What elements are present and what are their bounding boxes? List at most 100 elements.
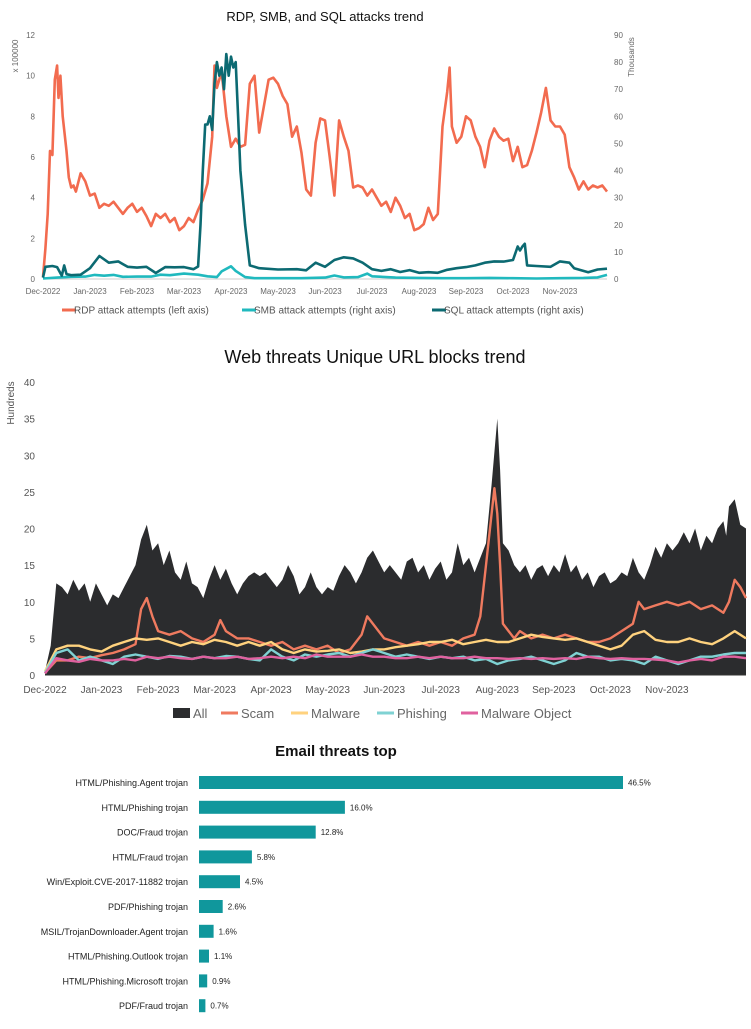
chart3-category-label: HTML/Phishing.Outlook trojan	[68, 952, 188, 962]
chart1-left-tick: 8	[31, 112, 36, 121]
chart3-category-label: MSIL/TrojanDownloader.Agent trojan	[41, 927, 188, 937]
chart2-legend-label: All	[193, 706, 208, 721]
chart1-x-tick: Jul-2023	[357, 287, 388, 296]
chart2-x-tick: May-2023	[305, 685, 350, 696]
chart3-bar	[199, 999, 206, 1013]
chart3-category-label: PDF/Fraud trojan	[119, 1001, 188, 1011]
chart3-value-label: 5.8%	[257, 853, 275, 862]
chart3-category-label: PDF/Phishing trojan	[108, 902, 188, 912]
chart1-right-tick: 20	[614, 221, 623, 230]
chart1-title: RDP, SMB, and SQL attacks trend	[226, 9, 423, 24]
chart3-value-label: 16.0%	[350, 803, 373, 812]
chart2-x-tick: Jun-2023	[363, 685, 405, 696]
chart1-x-tick: Nov-2023	[543, 287, 578, 296]
chart1-right-tick: 10	[614, 248, 623, 257]
chart2-legend-label: Scam	[241, 706, 274, 721]
chart2-y-tick: 15	[24, 561, 36, 572]
chart1-legend-label: SQL attack attempts (right axis)	[444, 306, 584, 317]
chart1-series-line-1	[42, 265, 608, 280]
chart3-bar	[199, 900, 223, 913]
chart3-value-label: 0.9%	[212, 977, 230, 986]
chart1-x-tick: Apr-2023	[215, 287, 248, 296]
chart1-left-tick: 12	[26, 31, 35, 40]
chart2-x-tick: Nov-2023	[645, 685, 689, 696]
chart3-bar	[199, 949, 209, 963]
chart1-right-tick: 50	[614, 139, 623, 148]
chart1-x-tick: Sep-2023	[449, 287, 484, 296]
chart1-left-tick: 2	[31, 234, 36, 243]
chart1-right-tick: 30	[614, 194, 623, 203]
chart3-bar	[199, 875, 240, 889]
chart1-x-tick: Oct-2023	[497, 287, 530, 296]
chart3-bar	[199, 924, 214, 938]
chart3-value-label: 12.8%	[321, 828, 344, 837]
chart2-x-tick: Sep-2023	[532, 685, 576, 696]
chart1-right-tick: 60	[614, 112, 623, 121]
chart2-y-tick: 40	[24, 378, 36, 389]
chart1-right-tick: 70	[614, 85, 623, 94]
chart2-y-tick: 25	[24, 488, 36, 499]
chart1-x-tick: Feb-2023	[120, 287, 155, 296]
chart3-bar	[199, 850, 252, 864]
chart2-y-tick: 0	[29, 671, 35, 682]
chart3-value-label: 1.6%	[219, 927, 237, 936]
chart2-series-line-2	[43, 629, 747, 672]
chart1-left-tick: 4	[31, 194, 36, 203]
chart3-value-label: 2.6%	[228, 903, 246, 912]
chart2-y-tick: 35	[24, 415, 36, 426]
chart3-value-label: 46.5%	[628, 779, 651, 788]
chart2-series-line-4	[44, 653, 747, 675]
chart2-x-tick: Aug-2023	[476, 685, 520, 696]
rdp-smb-sql-chart: RDP, SMB, and SQL attacks trend x 100000…	[11, 9, 636, 317]
chart2-x-tick: Jan-2023	[81, 685, 123, 696]
chart1-left-axis-label: x 100000	[11, 39, 20, 72]
chart2-title: Web threats Unique URL blocks trend	[224, 347, 525, 367]
chart3-bar	[199, 825, 316, 839]
chart2-x-tick: Feb-2023	[137, 685, 180, 696]
chart1-x-tick: Jan-2023	[73, 287, 107, 296]
chart2-legend-label: Phishing	[397, 706, 447, 721]
chart1-series-line-0	[41, 64, 609, 278]
chart1-x-tick: Aug-2023	[402, 287, 437, 296]
chart2-y-tick: 20	[24, 525, 36, 536]
chart3-category-label: HTML/Fraud trojan	[112, 852, 188, 862]
chart3-value-label: 1.1%	[214, 952, 232, 961]
chart1-left-tick: 6	[31, 153, 36, 162]
chart3-value-label: 4.5%	[245, 878, 263, 887]
chart2-x-tick: Dec-2022	[23, 685, 67, 696]
chart3-value-label: 0.7%	[210, 1002, 228, 1011]
chart2-legend-swatch	[173, 708, 190, 718]
chart3-bar	[199, 776, 623, 789]
chart3-category-label: HTML/Phishing trojan	[101, 803, 188, 813]
chart2-x-tick: Apr-2023	[251, 685, 293, 696]
chart1-x-tick: Dec-2022	[26, 287, 61, 296]
chart1-right-tick: 40	[614, 167, 623, 176]
chart2-area-all	[45, 418, 746, 675]
chart1-legend-label: RDP attack attempts (left axis)	[74, 306, 209, 317]
chart2-axis-label: Hundreds	[6, 381, 17, 424]
chart2-x-tick: Oct-2023	[590, 685, 632, 696]
chart1-series-line-2	[41, 52, 608, 278]
chart3-category-label: HTML/Phishing.Microsoft trojan	[62, 976, 188, 986]
chart1-x-tick: Mar-2023	[167, 287, 202, 296]
chart2-legend-label: Malware	[311, 706, 360, 721]
chart1-legend-label: SMB attack attempts (right axis)	[254, 306, 396, 317]
chart3-bar	[199, 800, 345, 814]
chart1-right-axis-label: Thousands	[627, 37, 636, 77]
chart3-category-label: DOC/Fraud trojan	[117, 828, 188, 838]
chart2-y-tick: 30	[24, 451, 36, 462]
chart3-category-label: Win/Exploit.CVE-2017-11882 trojan	[47, 877, 188, 887]
chart1-x-tick: Jun-2023	[308, 287, 342, 296]
email-threats-chart: Email threats top HTML/Phishing.Agent tr…	[41, 743, 651, 1013]
web-threats-chart: Web threats Unique URL blocks trend Hund…	[6, 347, 748, 721]
chart1-right-tick: 80	[614, 58, 623, 67]
chart2-legend-label: Malware Object	[481, 706, 572, 721]
chart2-x-tick: Mar-2023	[193, 685, 236, 696]
chart1-x-tick: May-2023	[260, 287, 296, 296]
chart2-y-tick: 5	[29, 634, 35, 645]
chart1-right-tick: 90	[614, 31, 623, 40]
chart1-left-tick: 10	[26, 72, 35, 81]
chart1-left-tick: 0	[31, 275, 36, 284]
chart3-category-label: HTML/Phishing.Agent trojan	[75, 778, 188, 788]
chart3-bar	[199, 974, 208, 988]
